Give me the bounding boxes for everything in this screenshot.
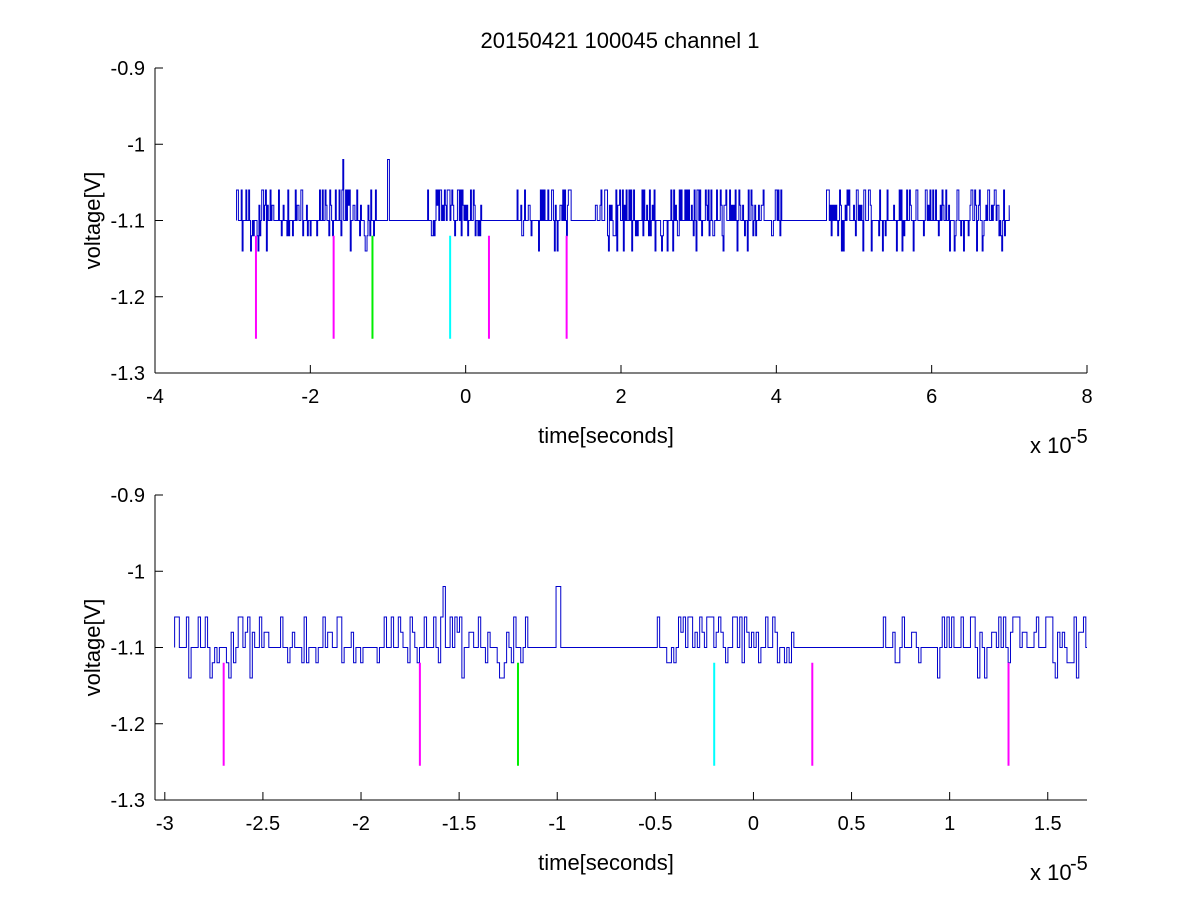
y-tick-label: -1.3 (111, 363, 145, 385)
x-multiplier-label: x 10 (1030, 433, 1072, 458)
y-tick-label: -0.9 (111, 58, 145, 80)
x-multiplier-label: x 10 (1030, 860, 1072, 885)
lower-plot: -0.9 -1 -1.1 -1.2 -1.3 -3 -2.5 -2 -1.5 -1 -0.5 0 0.5… (80, 485, 1088, 885)
x-tick-label: -1.5 (442, 813, 476, 835)
x-tick-label: -4 (146, 386, 164, 408)
x-axis-label: time[seconds] (538, 850, 674, 875)
x-tick-label: 2 (615, 386, 626, 408)
x-tick-label: -3 (156, 813, 174, 835)
x-tick-label: 4 (771, 386, 782, 408)
x-tick-label: 0 (460, 386, 471, 408)
x-tick-label: -2 (352, 813, 370, 835)
x-tick-label: -0.5 (638, 813, 672, 835)
x-axis-label: time[seconds] (538, 423, 674, 448)
figure-title: 20150421 100045 channel 1 (481, 28, 760, 53)
x-tick-label: -2 (301, 386, 319, 408)
x-tick-label: 6 (926, 386, 937, 408)
y-tick-label: -1.1 (111, 211, 145, 233)
x-tick-label: 0.5 (838, 813, 866, 835)
x-tick-label: 1.5 (1034, 813, 1062, 835)
y-tick-label: -1 (127, 561, 145, 583)
y-tick-label: -1.2 (111, 287, 145, 309)
upper-plot: -0.9 -1 -1.1 -1.2 -1.3-4 -2 0 2 4 6 8 time[seconds]… (80, 58, 1093, 458)
x-tick-label: -2.5 (246, 813, 280, 835)
y-tick-label: -1.1 (111, 638, 145, 660)
voltage-trace-series (236, 159, 1010, 252)
y-tick-label: -1 (127, 134, 145, 156)
x-multiplier-exponent: -5 (1070, 853, 1088, 875)
y-axis-label: voltage[V] (80, 599, 105, 697)
y-tick-label: -0.9 (111, 485, 145, 507)
voltage-trace-series (174, 586, 1087, 679)
x-tick-label: -1 (548, 813, 566, 835)
x-tick-label: 8 (1081, 386, 1092, 408)
y-axis-label: voltage[V] (80, 172, 105, 270)
y-tick-label: -1.3 (111, 790, 145, 812)
x-multiplier-exponent: -5 (1070, 426, 1088, 448)
x-tick-label: 0 (748, 813, 759, 835)
y-tick-label: -1.2 (111, 714, 145, 736)
x-tick-label: 1 (944, 813, 955, 835)
